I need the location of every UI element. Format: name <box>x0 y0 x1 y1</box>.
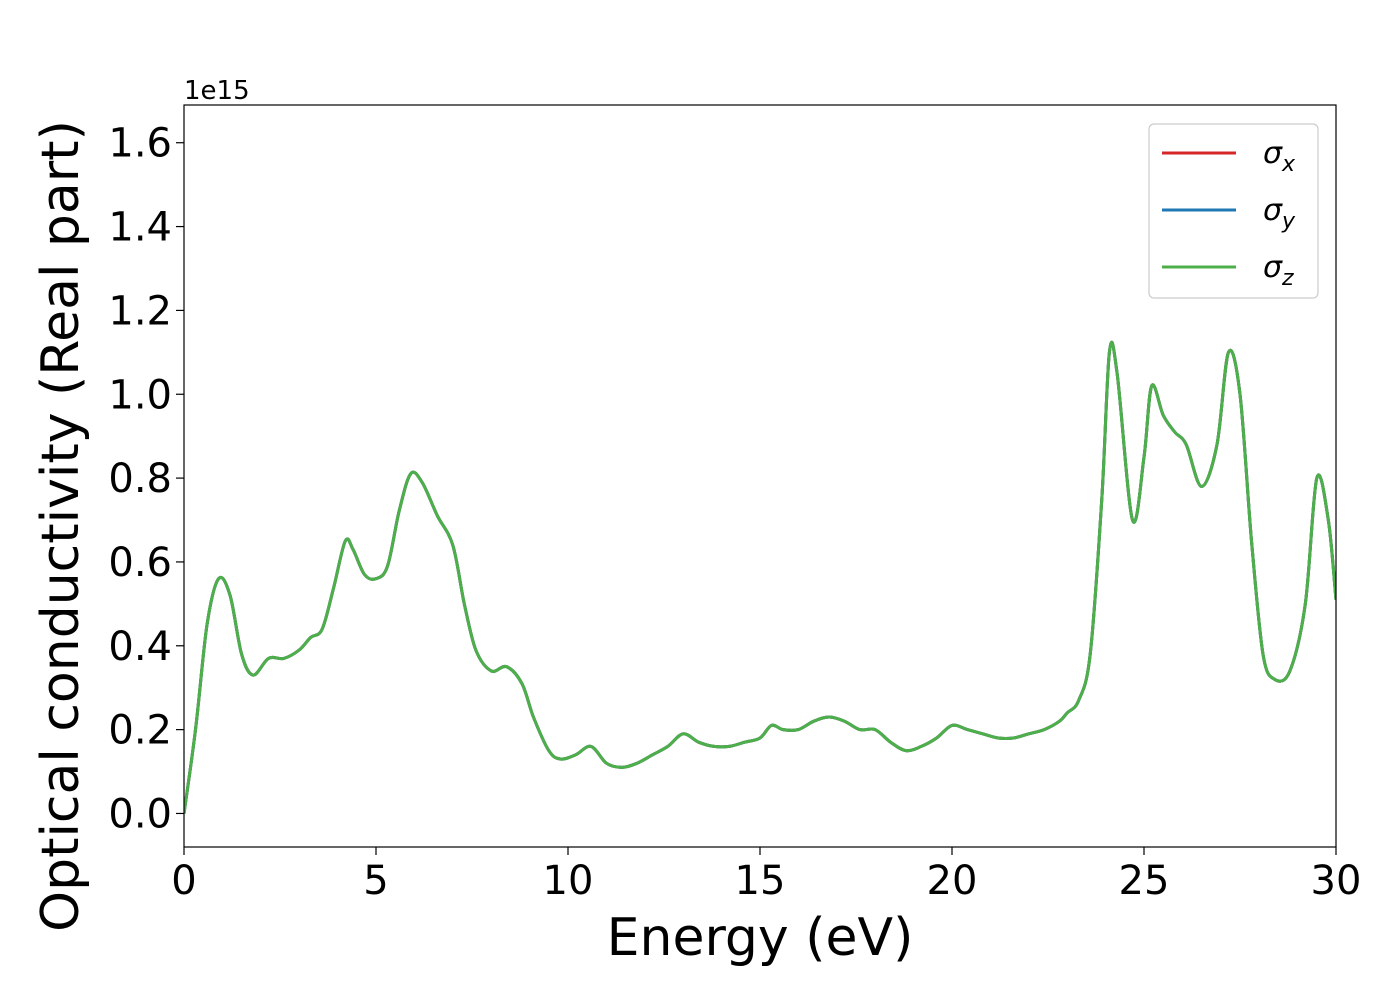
y-tick-label: 0.4 <box>108 624 172 670</box>
series-lines <box>184 340 1336 814</box>
x-tick-label: 25 <box>1119 858 1170 904</box>
x-tick-label: 30 <box>1311 858 1362 904</box>
y-tick-label: 1.0 <box>108 372 172 418</box>
y-tick-label: 0.2 <box>108 708 172 754</box>
x-tick-label: 15 <box>735 858 786 904</box>
legend-label-y: σy <box>1263 193 1296 234</box>
y-tick-label: 1.4 <box>108 205 172 251</box>
y-tick-label: 0.0 <box>108 791 172 837</box>
axes: 0 5 10 15 20 25 30 0.0 0.2 0.4 0.6 0.8 1.0 1.2 1.4 1.6 1… <box>31 76 1361 968</box>
x-tick-label: 10 <box>543 858 594 904</box>
plot-area <box>184 105 1336 847</box>
y-axis-label: Optical conductivity (Real part) <box>31 120 91 932</box>
series-line-z <box>184 340 1336 814</box>
y-tick-label: 1.6 <box>108 121 172 167</box>
legend-label-z: σz <box>1263 250 1294 291</box>
x-tick-label: 0 <box>171 858 196 904</box>
plot-background <box>184 105 1336 847</box>
x-tick-label: 20 <box>927 858 978 904</box>
x-axis-label: Energy (eV) <box>607 908 914 968</box>
y-tick-label: 1.2 <box>108 288 172 334</box>
y-offset-label: 1e15 <box>184 76 250 106</box>
legend-label-x: σx <box>1263 136 1296 177</box>
legend: σx σy σz <box>1148 123 1319 299</box>
y-tick-label: 0.8 <box>108 456 172 502</box>
x-tick-label: 5 <box>363 858 388 904</box>
y-tick-label: 0.6 <box>108 540 172 586</box>
